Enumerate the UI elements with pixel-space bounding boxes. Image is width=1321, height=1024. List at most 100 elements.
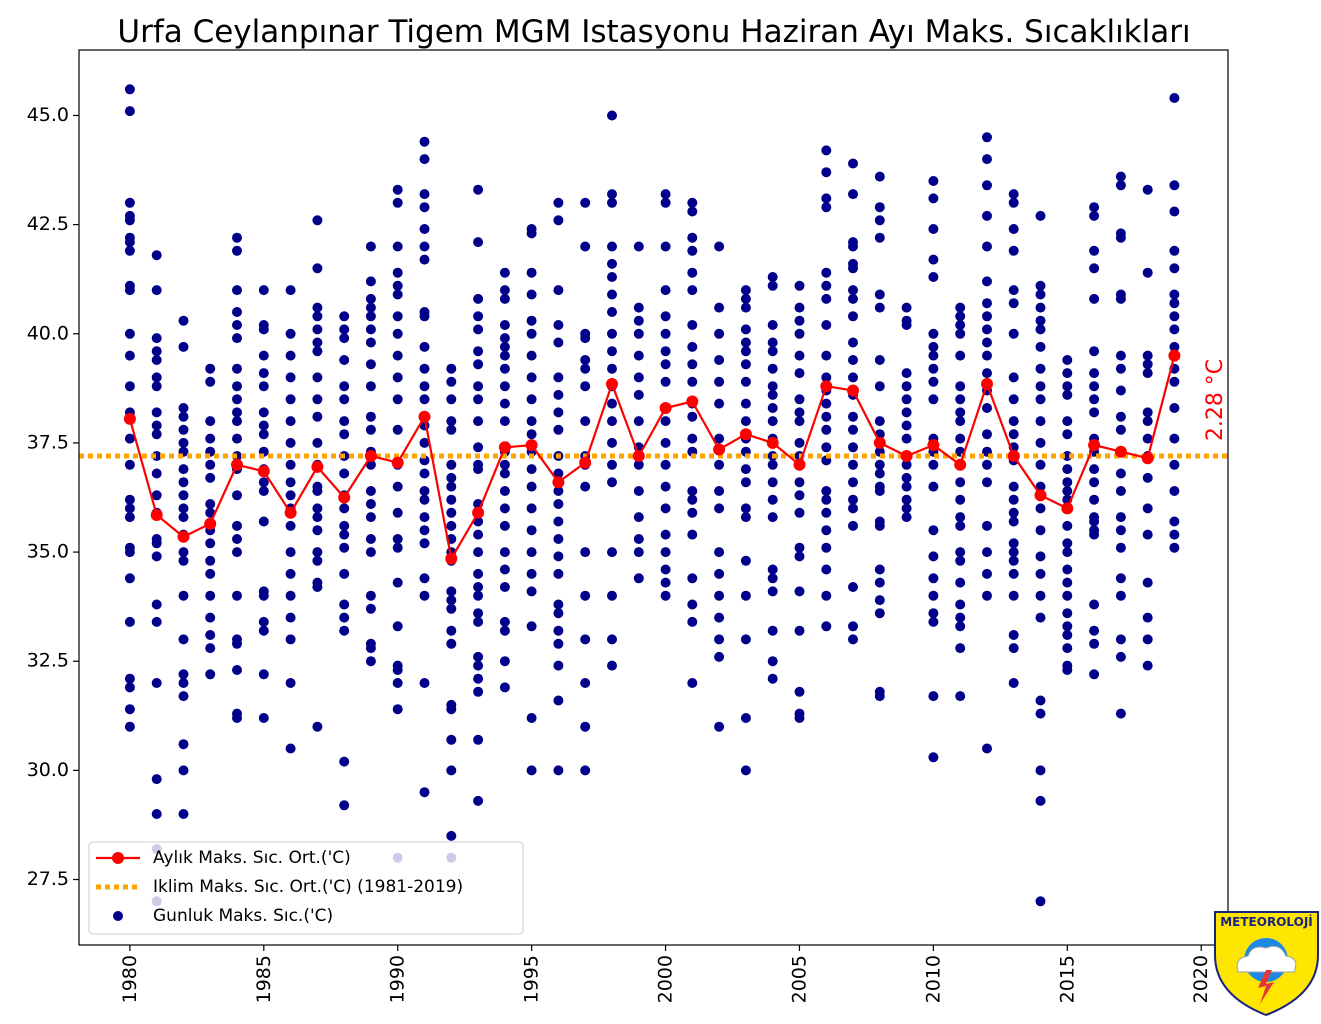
- daily-max-point: [178, 678, 189, 688]
- daily-max-point: [901, 394, 912, 405]
- monthly-average-point: [579, 456, 592, 469]
- daily-max-point: [285, 328, 296, 339]
- daily-max-point: [285, 459, 296, 470]
- daily-max-point: [982, 311, 992, 322]
- daily-max-point: [1089, 477, 1100, 488]
- daily-max-point: [526, 228, 537, 239]
- monthly-average-point: [1114, 445, 1127, 458]
- daily-max-point: [232, 407, 242, 418]
- daily-max-point: [446, 638, 457, 649]
- daily-max-point: [178, 341, 189, 352]
- daily-max-point: [339, 381, 350, 392]
- daily-max-point: [339, 355, 350, 365]
- daily-max-point: [312, 547, 323, 558]
- daily-max-point: [660, 359, 671, 370]
- daily-max-point: [312, 512, 323, 523]
- x-tick-label: 2015: [1056, 955, 1078, 1003]
- daily-max-point: [821, 293, 832, 304]
- daily-max-point: [178, 512, 189, 523]
- daily-max-point: [124, 512, 135, 523]
- daily-max-point: [499, 341, 510, 352]
- daily-max-point: [1008, 224, 1019, 234]
- daily-max-point: [1062, 368, 1073, 379]
- daily-max-point: [232, 363, 242, 374]
- daily-max-point: [392, 241, 403, 252]
- daily-max-point: [365, 643, 376, 654]
- daily-max-point: [1035, 341, 1046, 352]
- daily-max-point: [499, 398, 510, 409]
- daily-max-point: [982, 743, 992, 754]
- daily-max-point: [446, 416, 457, 427]
- daily-max-point: [580, 721, 591, 732]
- daily-max-point: [499, 363, 510, 374]
- daily-max-point: [232, 590, 242, 601]
- daily-max-point: [499, 564, 510, 575]
- monthly-average-point: [123, 412, 136, 425]
- daily-max-point: [821, 167, 832, 178]
- daily-max-point: [1089, 625, 1100, 636]
- daily-max-point: [124, 350, 135, 361]
- daily-max-point: [874, 520, 885, 531]
- daily-max-point: [178, 477, 189, 488]
- daily-max-point: [580, 381, 591, 392]
- daily-max-point: [312, 324, 323, 335]
- daily-max-point: [553, 599, 564, 610]
- daily-max-point: [633, 328, 644, 339]
- legend: Aylık Maks. Sıc. Ort.('C) Iklim Maks. Sıc…: [88, 841, 524, 935]
- daily-max-point: [687, 507, 698, 518]
- daily-max-point: [660, 590, 671, 601]
- daily-max-point: [633, 389, 644, 400]
- daily-max-point: [1115, 486, 1126, 496]
- daily-max-point: [1142, 577, 1153, 588]
- daily-max-point: [955, 394, 966, 405]
- daily-max-point: [473, 184, 484, 195]
- daily-max-point: [607, 258, 617, 269]
- daily-max-point: [419, 590, 430, 601]
- daily-max-point: [1035, 708, 1046, 719]
- daily-max-point: [1035, 896, 1046, 907]
- daily-max-point: [580, 765, 591, 776]
- daily-max-point: [794, 477, 805, 488]
- daily-max-point: [312, 582, 323, 592]
- daily-max-point: [446, 595, 457, 606]
- daily-max-point: [687, 678, 698, 688]
- daily-max-point: [821, 193, 832, 204]
- daily-max-point: [714, 302, 725, 313]
- daily-max-point: [553, 337, 564, 348]
- daily-max-point: [848, 424, 858, 435]
- daily-max-point: [232, 285, 242, 296]
- daily-max-point: [178, 590, 189, 601]
- monthly-average-point: [793, 458, 806, 471]
- daily-max-point: [821, 621, 832, 632]
- daily-max-point: [1062, 520, 1073, 531]
- daily-max-point: [633, 459, 644, 470]
- daily-max-point: [473, 651, 484, 662]
- daily-max-point: [1008, 590, 1019, 601]
- daily-max-point: [740, 324, 751, 335]
- daily-max-point: [446, 481, 457, 492]
- monthly-average-point: [739, 428, 752, 441]
- logo-lightning: [1258, 970, 1274, 1004]
- daily-max-point: [232, 433, 242, 444]
- daily-max-point: [526, 315, 537, 326]
- daily-max-point: [285, 678, 296, 688]
- daily-max-point: [687, 320, 698, 330]
- daily-max-point: [1035, 795, 1046, 806]
- monthly-average-point: [204, 517, 217, 530]
- daily-max-point: [901, 302, 912, 313]
- daily-max-point: [339, 529, 350, 540]
- daily-max-point: [740, 512, 751, 523]
- daily-max-point: [365, 424, 376, 435]
- daily-max-point: [553, 499, 564, 509]
- daily-max-point: [446, 376, 457, 387]
- daily-max-point: [955, 577, 966, 588]
- daily-max-point: [714, 547, 725, 558]
- daily-max-point: [285, 568, 296, 579]
- daily-max-point: [124, 573, 135, 584]
- plot-frame: [78, 49, 1229, 946]
- daily-max-point: [928, 394, 939, 405]
- daily-max-point: [714, 376, 725, 387]
- daily-max-point: [848, 355, 858, 365]
- daily-max-point: [740, 376, 751, 387]
- daily-max-point: [1062, 621, 1073, 632]
